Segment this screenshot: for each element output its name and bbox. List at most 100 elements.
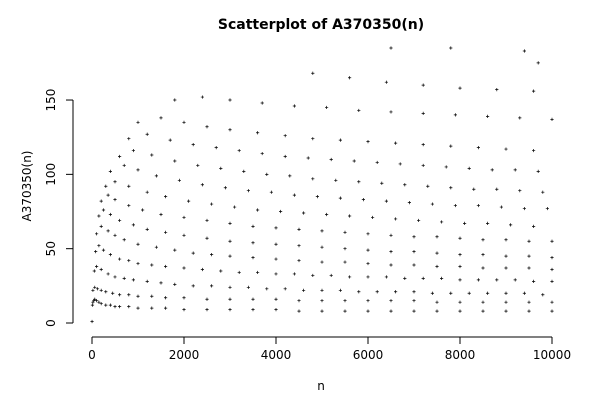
data-point [228,239,232,243]
data-point [104,290,108,294]
data-point [97,300,101,304]
data-point [486,221,490,226]
data-point [297,227,301,231]
data-point [311,177,315,181]
data-point [366,232,370,236]
data-point [352,159,356,163]
data-point [122,276,126,281]
data-point [228,128,232,132]
data-point [95,232,99,236]
data-point [541,293,545,297]
data-point [108,212,112,217]
data-point [384,80,388,84]
data-point [196,163,200,168]
data-point [122,238,126,242]
data-point [205,308,209,312]
data-point [504,254,508,258]
x-tick-label: 4000 [261,348,292,362]
data-point [311,71,315,75]
data-point [320,309,324,313]
data-point [495,187,499,191]
data-point [504,291,508,295]
data-point [389,46,393,50]
data-point [325,105,329,110]
data-point [476,203,480,208]
data-point [205,218,209,223]
data-point [168,138,172,142]
data-point [371,215,375,220]
data-point [467,291,471,295]
data-point [154,174,158,178]
data-point [532,89,536,93]
data-point [219,166,223,171]
data-point [412,290,416,294]
data-point [205,125,209,129]
data-point [412,263,416,267]
data-point [182,215,186,220]
data-point [435,264,439,269]
data-point [320,299,324,303]
data-points [90,46,554,324]
data-point [550,309,554,313]
data-point [118,305,122,309]
data-point [182,120,186,124]
data-point [104,184,108,188]
data-point [522,291,526,295]
data-point [320,260,324,264]
data-point [106,272,110,276]
data-point [329,157,333,162]
y-tick-label: 0 [44,319,58,327]
chart-title: Scatterplot of A370350(n) [218,17,424,33]
data-point [527,239,531,243]
data-point [113,305,117,309]
data-point [90,303,95,307]
data-point [210,284,214,288]
data-point [504,238,508,242]
data-point [458,236,462,240]
data-point [486,114,490,118]
data-point [274,242,278,246]
data-point [320,288,324,292]
data-point [131,278,135,282]
data-point [145,227,149,231]
data-point [228,254,232,258]
data-point [426,184,430,188]
data-point [191,284,195,288]
data-point [127,258,131,263]
data-point [481,238,485,242]
data-point [97,214,101,218]
data-point [101,248,106,252]
data-point [228,297,232,301]
data-point [159,212,163,217]
data-point [256,131,260,135]
data-point [421,143,425,147]
data-point [141,208,145,212]
data-point [536,169,540,173]
data-point [343,260,347,264]
data-point [394,290,398,294]
data-point [288,174,292,178]
y-axis-title: A370350(n) [20,151,34,222]
data-point [315,195,319,199]
data-point [111,291,115,295]
y-tick-label: 100 [44,163,58,186]
data-point [131,148,135,153]
y-axis: 0 50 100 150 [44,89,74,327]
data-point [348,275,352,279]
data-point [237,148,241,153]
data-point [449,46,453,50]
data-point [343,299,347,303]
data-point [200,267,204,272]
data-point [93,285,97,289]
data-point [173,98,177,102]
data-point [113,180,117,184]
data-point [417,218,421,223]
data-point [458,264,462,269]
data-point [265,287,269,291]
data-point [522,206,526,211]
data-point [136,261,140,266]
data-point [527,266,531,270]
data-point [504,147,508,151]
data-point [504,300,508,304]
